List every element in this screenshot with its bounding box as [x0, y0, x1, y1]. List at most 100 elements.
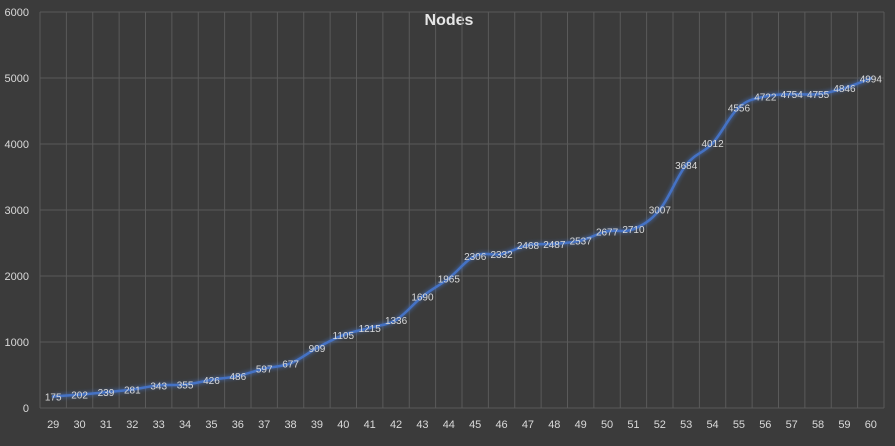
x-tick-label: 38: [284, 419, 296, 431]
x-tick-label: 60: [865, 419, 877, 431]
data-point: [289, 361, 293, 365]
data-label: 1215: [359, 324, 382, 335]
data-label: 4556: [728, 103, 751, 114]
data-point: [51, 394, 55, 398]
data-point: [631, 227, 635, 231]
data-point: [552, 242, 556, 246]
y-tick-label: 5000: [5, 73, 29, 85]
x-tick-label: 40: [337, 419, 349, 431]
data-label: 597: [256, 365, 273, 376]
data-point: [183, 383, 187, 387]
data-point: [842, 86, 846, 90]
data-point: [684, 163, 688, 167]
data-label: 1105: [333, 331, 355, 342]
data-label: 486: [229, 372, 246, 383]
data-label: 343: [150, 381, 167, 392]
x-tick-label: 53: [680, 419, 692, 431]
data-label: 2537: [570, 237, 593, 248]
data-label: 4754: [781, 90, 804, 101]
data-point: [526, 243, 530, 247]
x-tick-label: 39: [311, 419, 323, 431]
data-label: 2306: [464, 252, 487, 263]
data-point: [368, 326, 372, 330]
data-point: [711, 141, 715, 145]
data-point: [104, 390, 108, 394]
x-tick-label: 44: [443, 419, 455, 431]
x-tick-label: 45: [469, 419, 481, 431]
data-label: 3684: [675, 161, 698, 172]
data-point: [394, 318, 398, 322]
y-axis: 0 1000 2000 3000 4000 5000 6000: [5, 7, 29, 415]
x-tick-label: 36: [232, 419, 244, 431]
data-point: [869, 76, 873, 80]
x-tick-label: 48: [548, 419, 560, 431]
data-point: [816, 92, 820, 96]
data-label: 355: [177, 381, 194, 392]
data-point: [763, 94, 767, 98]
data-point: [500, 252, 504, 256]
data-point: [473, 254, 477, 258]
data-point: [737, 105, 741, 109]
data-point: [315, 346, 319, 350]
data-point: [420, 294, 424, 298]
x-tick-label: 31: [100, 419, 112, 431]
data-label: 909: [309, 344, 326, 355]
data-point: [209, 378, 213, 382]
data-label: 1690: [411, 292, 434, 303]
data-label: 2332: [490, 250, 513, 261]
data-label: 2677: [596, 227, 619, 238]
data-point: [447, 276, 451, 280]
data-label: 175: [45, 392, 62, 403]
data-point: [262, 367, 266, 371]
x-tick-label: 43: [416, 419, 428, 431]
data-point: [658, 208, 662, 212]
data-label: 4722: [754, 92, 777, 103]
x-tick-label: 47: [522, 419, 534, 431]
data-label: 4755: [807, 90, 830, 101]
x-tick-label: 42: [390, 419, 402, 431]
data-point: [236, 374, 240, 378]
x-tick-label: 52: [654, 419, 666, 431]
y-tick-label: 3000: [5, 205, 29, 217]
nodes-series-line: [53, 77, 872, 398]
x-tick-label: 58: [812, 419, 824, 431]
x-tick-label: 46: [495, 419, 507, 431]
data-point: [130, 387, 134, 391]
data-point: [341, 333, 345, 337]
x-tick-label: 49: [575, 419, 587, 431]
x-tick-label: 56: [759, 419, 771, 431]
x-tick-label: 35: [205, 419, 217, 431]
y-tick-label: 0: [23, 403, 29, 415]
data-label: 1965: [438, 274, 461, 285]
x-tick-label: 57: [786, 419, 798, 431]
data-label: 426: [203, 376, 220, 387]
data-label: 1336: [385, 316, 408, 327]
data-label: 3007: [649, 206, 672, 217]
grid: [39, 11, 885, 409]
data-label: 677: [282, 359, 299, 370]
x-tick-label: 55: [733, 419, 745, 431]
data-label: 4012: [701, 139, 724, 150]
data-point: [78, 393, 82, 397]
data-point: [605, 229, 609, 233]
x-tick-label: 37: [258, 419, 270, 431]
x-tick-label: 29: [47, 419, 59, 431]
x-tick-label: 50: [601, 419, 613, 431]
data-label: 239: [98, 388, 115, 399]
x-tick-label: 41: [364, 419, 376, 431]
x-axis: 29 30 31 32 33 34 35 36 37 38 39 40 41 42 43 44 45 46 47 48…: [47, 419, 877, 431]
x-tick-label: 51: [627, 419, 639, 431]
data-label: 2468: [517, 241, 540, 252]
data-label: 2710: [622, 225, 645, 236]
y-tick-label: 4000: [5, 139, 29, 151]
x-tick-label: 59: [838, 419, 850, 431]
data-label: 281: [124, 385, 141, 396]
data-point: [790, 92, 794, 96]
data-label: 202: [71, 391, 88, 402]
y-tick-label: 6000: [5, 7, 29, 19]
chart-title: Nodes: [425, 12, 474, 29]
x-tick-label: 32: [126, 419, 138, 431]
x-tick-label: 34: [179, 419, 191, 431]
y-tick-label: 2000: [5, 271, 29, 283]
